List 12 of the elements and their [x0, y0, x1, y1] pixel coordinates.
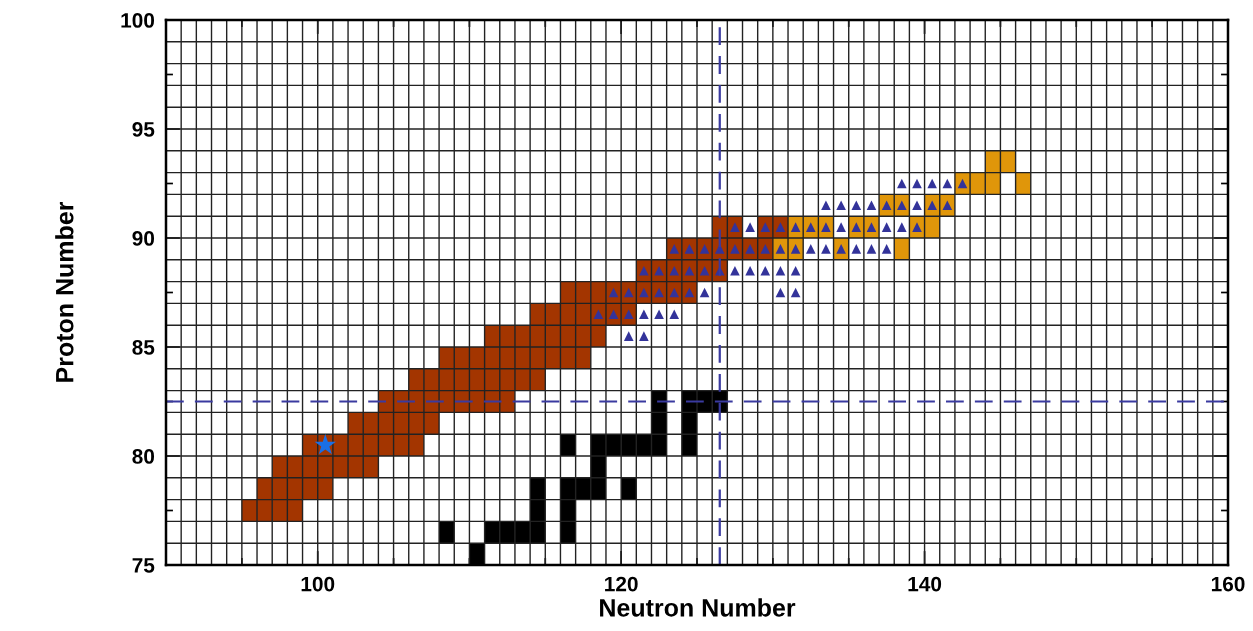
x-tick-label: 140 [908, 576, 942, 592]
y-tick-label: 90 [132, 231, 155, 246]
y-tick-label: 75 [132, 558, 155, 573]
x-tick-label: 100 [301, 576, 335, 592]
y-axis-title: Proton Number [55, 201, 74, 382]
y-tick-label: 80 [132, 449, 155, 464]
y-tick-label: 85 [132, 340, 155, 355]
y-tick-label: 100 [121, 13, 155, 28]
x-tick-label: 160 [1211, 576, 1245, 592]
x-tick-label: 120 [605, 576, 638, 592]
x-axis-title: Neutron Number [600, 598, 796, 617]
y-tick-label: 95 [132, 122, 155, 137]
